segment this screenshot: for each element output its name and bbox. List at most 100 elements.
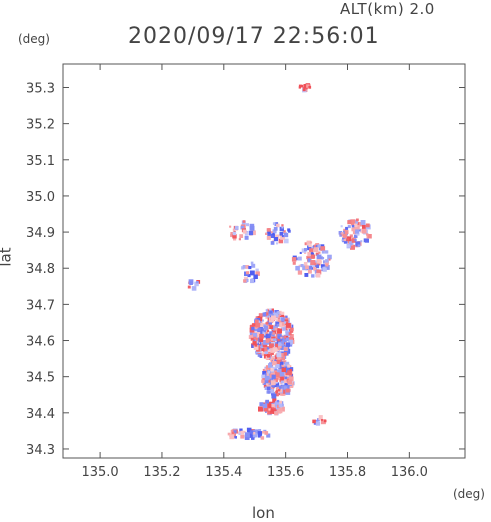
- echo-cell: [317, 244, 321, 248]
- echo-cell: [274, 370, 277, 374]
- echo-cell: [253, 336, 256, 340]
- echo-cell: [275, 343, 280, 348]
- echo-cell: [272, 361, 277, 366]
- echo-cell: [350, 246, 354, 250]
- echo-cell: [273, 338, 276, 342]
- echo-cell: [328, 258, 331, 261]
- echo-cell: [339, 234, 342, 237]
- echo-cell: [324, 260, 329, 265]
- y-tick-label: 34.3: [26, 443, 55, 458]
- echo-cell: [280, 380, 284, 384]
- echo-cell: [277, 335, 283, 341]
- echo-cell: [272, 332, 275, 335]
- echo-cell: [270, 351, 274, 356]
- echo-cell: [251, 230, 256, 236]
- echo-cell: [351, 236, 354, 240]
- echo-cell: [284, 366, 290, 372]
- echo-cell: [227, 432, 231, 436]
- echo-cell: [277, 328, 282, 334]
- echo-cell: [311, 274, 315, 278]
- echo-cell: [234, 226, 239, 230]
- echo-cell: [344, 230, 349, 234]
- echo-cell: [343, 238, 346, 241]
- echo-cell: [266, 386, 271, 391]
- echo-cell: [249, 270, 255, 276]
- echo-cell: [289, 369, 292, 372]
- echo-cell: [262, 332, 266, 336]
- echo-cell: [262, 377, 266, 380]
- echo-cell: [253, 345, 259, 350]
- echo-cell: [303, 262, 308, 266]
- echo-cell: [277, 404, 281, 409]
- echo-cell: [285, 317, 289, 321]
- echo-cell: [362, 224, 367, 229]
- echo-cell: [360, 240, 363, 243]
- echo-cell: [327, 254, 332, 260]
- echo-cell: [284, 370, 288, 373]
- echo-cell: [280, 392, 283, 396]
- echo-cell: [252, 431, 256, 435]
- echo-cell: [304, 242, 308, 246]
- echo-cell: [281, 235, 284, 238]
- echo-cell: [279, 231, 284, 236]
- echo-cell: [276, 399, 280, 403]
- echo-cell: [263, 406, 269, 412]
- echo-cell: [279, 371, 285, 377]
- echo-cell: [264, 331, 269, 336]
- echo-cell: [321, 250, 325, 254]
- echo-cell: [250, 278, 255, 284]
- echo-cell: [278, 310, 282, 315]
- echo-cell: [274, 327, 278, 331]
- echo-cell: [281, 363, 286, 367]
- y-tick-label: 35.3: [26, 81, 55, 96]
- echo-cell: [274, 359, 277, 362]
- echo-cell: [310, 252, 314, 255]
- echo-cell: [274, 382, 280, 388]
- echo-cell: [246, 427, 252, 433]
- echo-cell: [269, 331, 273, 336]
- echo-cell: [273, 378, 278, 383]
- echo-cell: [285, 315, 288, 318]
- echo-cell: [253, 333, 257, 337]
- echo-cell: [255, 268, 259, 272]
- echo-cell: [320, 264, 325, 269]
- echo-cell: [277, 377, 281, 381]
- echo-cell: [276, 323, 280, 327]
- echo-cell: [299, 251, 302, 254]
- echo-cell: [266, 235, 271, 240]
- echo-cell: [271, 338, 274, 341]
- echo-cell: [264, 335, 267, 338]
- echo-cell: [285, 337, 289, 341]
- echo-cell: [258, 406, 263, 412]
- echo-cell: [265, 356, 270, 360]
- echo-cell: [267, 379, 271, 383]
- echo-cell: [265, 399, 269, 404]
- echo-cell: [281, 319, 286, 324]
- echo-cell: [320, 256, 324, 260]
- echo-cell: [282, 231, 285, 235]
- echo-cell: [238, 431, 241, 434]
- echo-cell: [290, 327, 294, 332]
- echo-cell: [189, 281, 193, 285]
- echo-cell: [361, 228, 367, 234]
- echo-cell: [263, 340, 268, 345]
- echo-cell: [312, 263, 316, 267]
- echo-cell: [313, 262, 317, 266]
- echo-cell: [262, 312, 267, 317]
- echo-cell: [242, 229, 247, 234]
- echo-cell: [282, 360, 286, 364]
- echo-cell: [278, 400, 282, 405]
- echo-cell: [280, 406, 285, 412]
- echo-cell: [273, 226, 278, 231]
- echo-cell: [274, 411, 279, 416]
- echo-cell: [269, 325, 274, 329]
- echo-cell: [244, 235, 249, 240]
- echo-cell: [325, 263, 329, 267]
- echo-cell: [275, 234, 280, 239]
- echo-cell: [251, 263, 256, 268]
- echo-cell: [283, 335, 286, 338]
- echo-cell: [267, 410, 272, 415]
- echo-cell: [354, 229, 360, 234]
- echo-cell: [277, 359, 282, 364]
